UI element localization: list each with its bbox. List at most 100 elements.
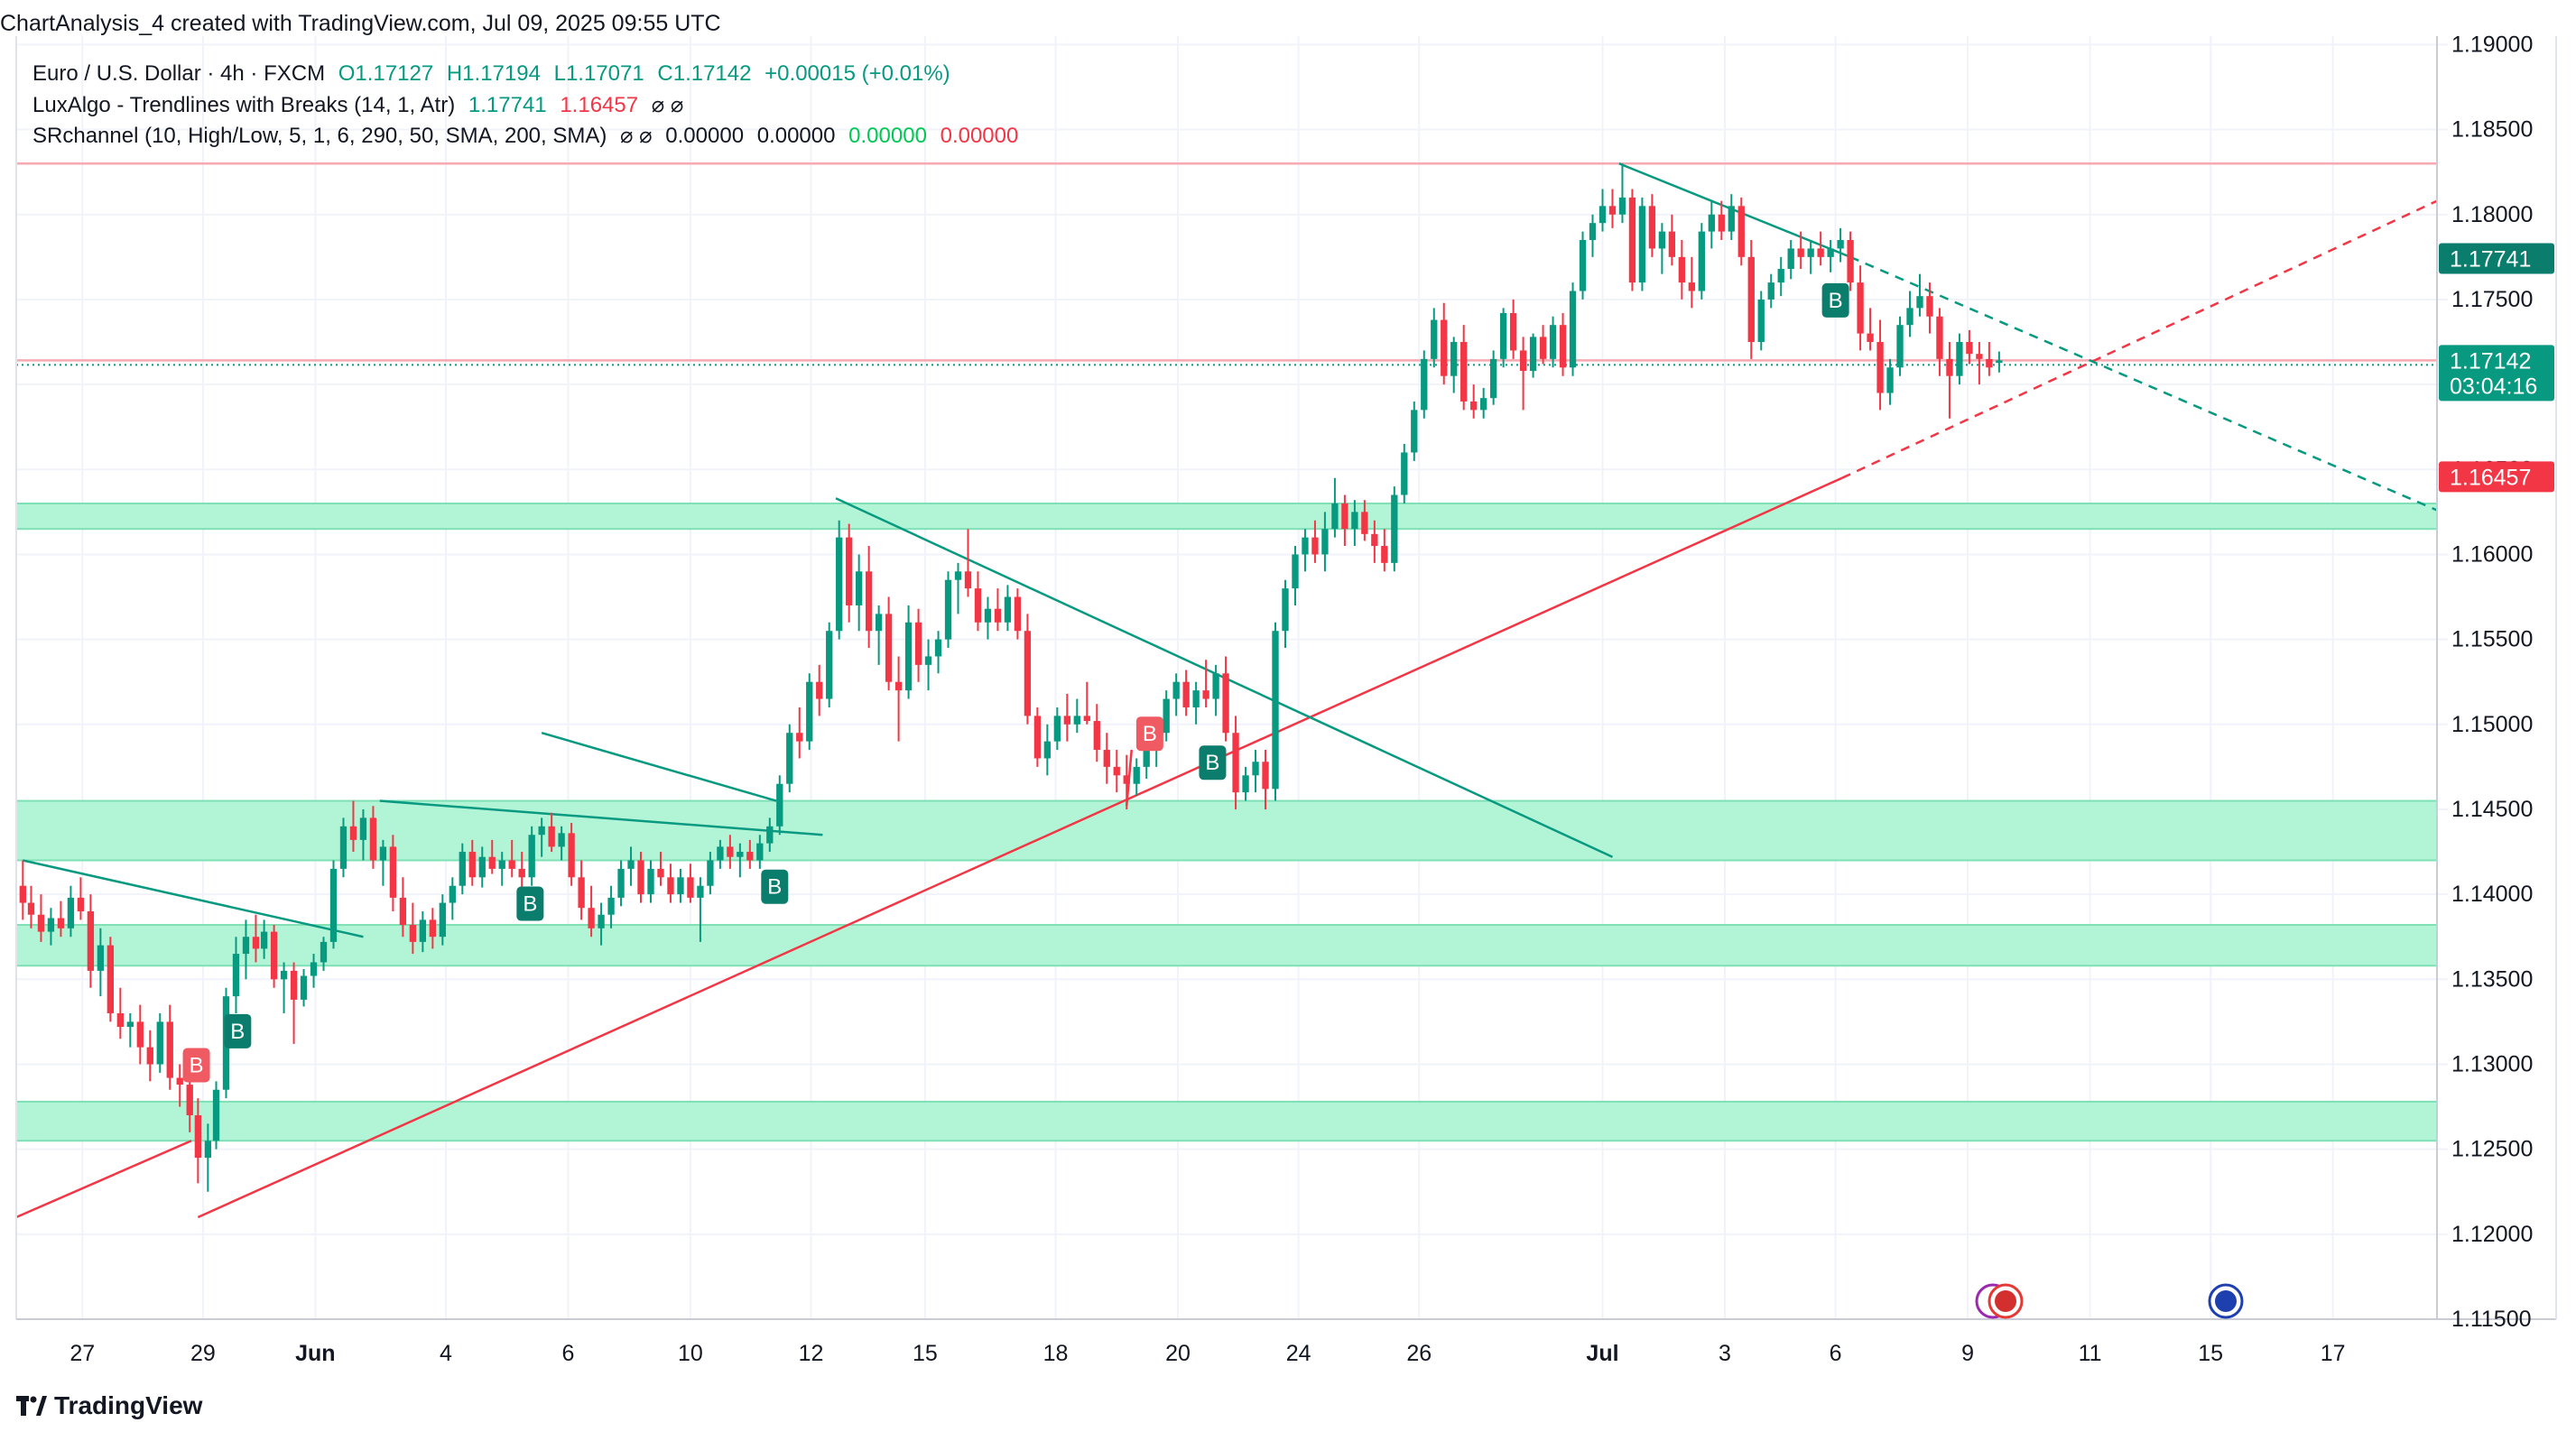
time-tick-label: 26: [1406, 1341, 1432, 1366]
candle-body: [954, 571, 962, 580]
candle: [1916, 273, 1923, 317]
candle: [136, 1004, 144, 1065]
candle-body: [1926, 296, 1933, 317]
candle: [894, 656, 903, 742]
candle-body: [156, 1021, 163, 1065]
candle-body: [1608, 206, 1617, 215]
candle-body: [627, 860, 635, 869]
candle: [37, 894, 45, 942]
candle-body: [1242, 775, 1249, 793]
time-tick-label: 9: [1961, 1341, 1974, 1366]
candle: [1282, 579, 1289, 649]
chart-credit: ChartAnalysis_4 created with TradingView…: [0, 11, 721, 37]
candle-body: [47, 918, 55, 932]
candle-body: [349, 826, 357, 840]
candle: [984, 596, 992, 640]
candle-body: [974, 588, 982, 623]
candle-body: [1579, 240, 1587, 291]
tradingview-logo-icon: [16, 1396, 47, 1416]
resistance-trendline: [379, 799, 823, 836]
candle-body: [186, 1085, 193, 1115]
candle: [449, 877, 456, 920]
legend-indicator-2[interactable]: SRchannel (10, High/Low, 5, 1, 6, 290, 5…: [32, 123, 1025, 149]
candle: [498, 852, 505, 886]
candle: [1847, 231, 1854, 291]
candle: [242, 919, 250, 980]
candle-body: [1133, 766, 1140, 784]
candle: [865, 546, 873, 649]
credit-text: ChartAnalysis_4 created with TradingView…: [0, 11, 721, 36]
break-marker-label: B: [1143, 722, 1157, 746]
candle-body: [697, 885, 704, 898]
candle-body: [1232, 733, 1239, 793]
candle-body: [1043, 741, 1052, 759]
candle-body: [359, 817, 367, 840]
time-tick-label: 6: [562, 1341, 575, 1366]
candle-body: [107, 945, 115, 1013]
candle: [697, 877, 704, 942]
candle-body: [528, 835, 535, 878]
time-tick-label: 4: [440, 1341, 452, 1366]
current-price-label-bg: [2439, 345, 2554, 402]
time-tick-label: 10: [678, 1341, 703, 1366]
candle: [1252, 750, 1259, 793]
candle: [1489, 350, 1497, 405]
us-flag-icon[interactable]: [1988, 1283, 2024, 1319]
time-tick-label: 20: [1165, 1341, 1191, 1366]
indicator-2-name[interactable]: SRchannel (10, High/Low, 5, 1, 6, 290, 5…: [32, 124, 607, 148]
bullish-break-marker: B: [761, 869, 789, 904]
symbol-name[interactable]: Euro / U.S. Dollar · 4h · FXCM: [32, 61, 326, 86]
candle-body: [1113, 766, 1120, 776]
candle-body: [1966, 342, 1973, 355]
eu-flag-icon[interactable]: [2208, 1283, 2244, 1319]
price-tick-label: 1.18000: [2451, 202, 2533, 227]
bullish-break-marker: B: [224, 1013, 252, 1048]
candle: [786, 724, 793, 793]
upper-trend-price-label-bg: [2439, 243, 2554, 274]
indicator-1-value-upper: 1.17741: [468, 93, 547, 117]
time-tick-label: Jul: [1586, 1341, 1618, 1366]
candle: [1073, 698, 1080, 734]
candle: [270, 925, 278, 988]
candle-body: [27, 902, 35, 915]
candle: [538, 817, 545, 857]
candle: [1242, 766, 1249, 801]
candle-body: [389, 846, 397, 898]
break-marker-label: B: [523, 892, 537, 917]
candle-body: [1063, 716, 1070, 725]
indicator-1-hidden-icons[interactable]: ⌀ ⌀: [651, 93, 684, 117]
candle: [1529, 333, 1537, 378]
candle-body: [146, 1047, 153, 1065]
candle-body: [984, 608, 992, 623]
candle-body: [1936, 316, 1943, 359]
candle: [1103, 733, 1110, 784]
candle: [1212, 664, 1219, 716]
candle-body: [944, 579, 952, 640]
candle-body: [904, 622, 913, 691]
candle: [488, 839, 496, 874]
sr-zone: [15, 799, 2438, 862]
candle-body: [598, 914, 605, 928]
legend-symbol-row[interactable]: Euro / U.S. Dollar · 4h · FXCM O1.17127 …: [32, 61, 958, 87]
candle-body: [885, 614, 893, 682]
break-marker-bg: [1135, 716, 1163, 752]
candle-body: [737, 852, 744, 857]
price-tick-label: 1.14500: [2451, 797, 2533, 822]
candle: [856, 554, 863, 632]
candle: [1063, 693, 1070, 742]
tradingview-logo[interactable]: TradingView: [16, 1391, 202, 1420]
candle-body: [1302, 537, 1309, 555]
candle: [944, 571, 952, 649]
indicator-1-name[interactable]: LuxAlgo - Trendlines with Breaks (14, 1,…: [32, 93, 456, 117]
candle: [156, 1012, 163, 1073]
candle: [1648, 194, 1656, 257]
candle-body: [126, 1021, 134, 1028]
candle-body: [310, 962, 318, 976]
candle-body: [578, 877, 585, 909]
legend-indicator-1[interactable]: LuxAlgo - Trendlines with Breaks (14, 1,…: [32, 92, 690, 118]
candle-body: [508, 860, 515, 869]
indicator-2-hidden-icons[interactable]: ⌀ ⌀: [620, 124, 653, 148]
candle-body: [717, 846, 724, 861]
candle: [1757, 291, 1765, 351]
